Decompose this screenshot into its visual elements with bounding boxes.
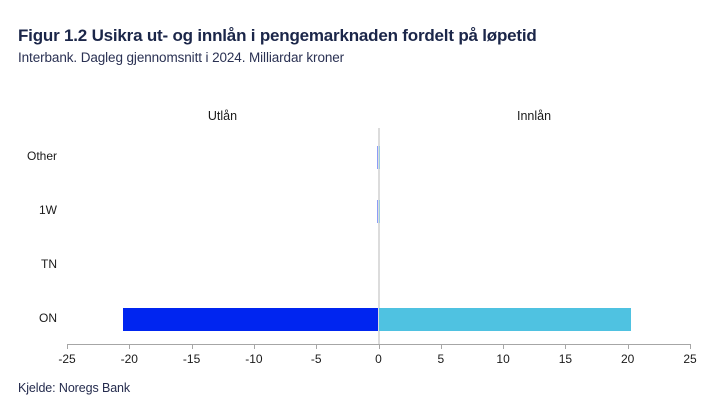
x-axis-tick — [627, 344, 629, 349]
figure-title: Figur 1.2 Usikra ut- og innlån i pengema… — [18, 26, 537, 45]
bar-utln-other — [377, 145, 379, 169]
x-axis-tick-label: 25 — [683, 352, 697, 366]
x-axis-tick-label: -20 — [120, 352, 138, 366]
zero-baseline — [377, 128, 380, 344]
y-axis-category-label: Other — [26, 149, 57, 163]
y-axis-category-label: TN — [41, 257, 57, 271]
bar-innln-other — [378, 145, 380, 169]
figure-subtitle: Interbank. Dagleg gjennomsnitt i 2024. M… — [18, 50, 345, 65]
x-axis-tick-label: 15 — [558, 352, 573, 366]
x-axis-tick — [316, 344, 318, 349]
y-axis-category-label: 1W — [39, 203, 57, 217]
x-axis-tick — [67, 344, 68, 349]
y-axis-category-label: ON — [39, 311, 57, 325]
column-header-innlan: Innlån — [516, 109, 552, 123]
bar-innln-on — [378, 307, 632, 331]
x-axis-tick — [129, 344, 131, 349]
bar-utln-on — [123, 307, 379, 331]
x-axis-tick — [378, 344, 380, 349]
x-axis-tick-label: -25 — [58, 352, 76, 366]
x-axis-tick — [565, 344, 567, 349]
x-axis-tick-label: -5 — [310, 352, 322, 366]
x-axis-tick-label: 0 — [375, 352, 382, 366]
bar-utln-1w — [377, 199, 379, 223]
x-axis-tick-label: 10 — [496, 352, 510, 366]
x-axis-tick — [253, 344, 255, 349]
source-note: Kjelde: Noregs Bank — [18, 381, 131, 395]
x-axis-tick — [503, 344, 505, 349]
bar-innln-1w — [378, 199, 380, 223]
x-axis-tick-label: -15 — [182, 352, 201, 366]
column-header-utlan: Utlån — [207, 109, 238, 123]
x-axis-tick-label: 5 — [437, 352, 445, 366]
x-axis-tick-label: 20 — [621, 352, 635, 366]
x-axis-tick — [440, 344, 442, 349]
x-axis-tick — [191, 344, 193, 349]
x-axis-tick — [690, 344, 691, 349]
x-axis-tick-label: -10 — [245, 352, 263, 366]
